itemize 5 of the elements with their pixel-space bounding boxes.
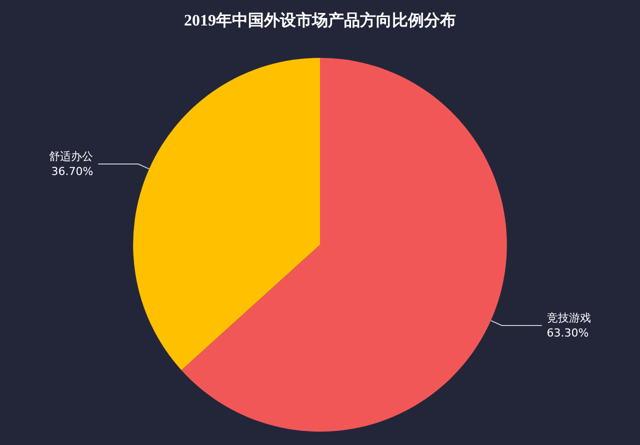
data-label: 63.30% [546,326,589,340]
slice-label: 舒适办公 [49,150,94,164]
slice-label: 竞技游戏 [546,311,591,324]
data-label: 36.70% [51,165,94,178]
chart-title: 2019年中国外设市场产品方向比例分布 [184,10,456,30]
